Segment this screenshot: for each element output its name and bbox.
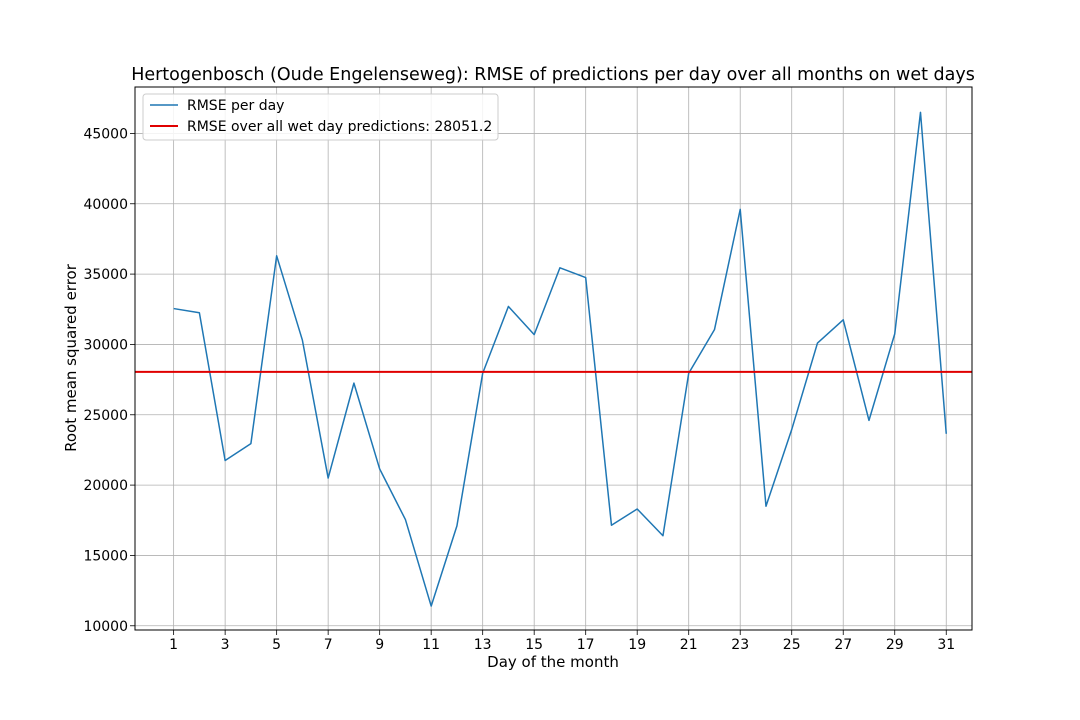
x-tick-label: 11 [422, 637, 440, 653]
x-tick-label: 23 [731, 637, 749, 653]
plot-area-frame [134, 86, 973, 631]
y-tick-label: 10000 [83, 619, 128, 635]
legend-label-rmse-per-day: RMSE per day [187, 98, 284, 114]
x-tick-label: 13 [474, 637, 492, 653]
axis-ticks: 1 3 5 7 9 11 13 15 17 19 21 23 25 27 29 311000015000200… [83, 126, 955, 653]
y-tick-label: 15000 [83, 548, 128, 564]
legend: RMSE per day RMSE over all wet day predi… [142, 93, 499, 141]
y-tick-label: 40000 [83, 197, 128, 213]
x-tick-label: 21 [680, 637, 698, 653]
x-tick-label: 19 [628, 637, 646, 653]
y-tick-label: 20000 [83, 478, 128, 494]
x-tick-label: 1 [169, 637, 178, 653]
x-tick-label: 15 [525, 637, 543, 653]
y-tick-label: 30000 [83, 337, 128, 353]
x-tick-label: 3 [221, 637, 230, 653]
x-tick-label: 7 [324, 637, 333, 653]
x-tick-label: 9 [375, 637, 384, 653]
plot-data [135, 111, 972, 607]
legend-box [142, 93, 499, 141]
y-tick-label: 25000 [83, 408, 128, 424]
x-tick-label: 27 [834, 637, 852, 653]
x-tick-label: 17 [577, 637, 595, 653]
x-tick-label: 5 [272, 637, 281, 653]
y-axis-label: Root mean squared error [62, 263, 80, 452]
x-tick-label: 29 [886, 637, 904, 653]
grid-lines [135, 87, 972, 630]
chart-title: Hertogenbosch (Oude Engelenseweg): RMSE … [131, 65, 975, 85]
x-tick-label: 31 [937, 637, 955, 653]
y-tick-label: 35000 [83, 267, 128, 283]
legend-label-overall-rmse: RMSE over all wet day predictions: 28051… [187, 119, 492, 135]
x-axis-label: Day of the month [487, 653, 619, 671]
y-tick-label: 45000 [83, 126, 128, 142]
x-tick-label: 25 [783, 637, 801, 653]
